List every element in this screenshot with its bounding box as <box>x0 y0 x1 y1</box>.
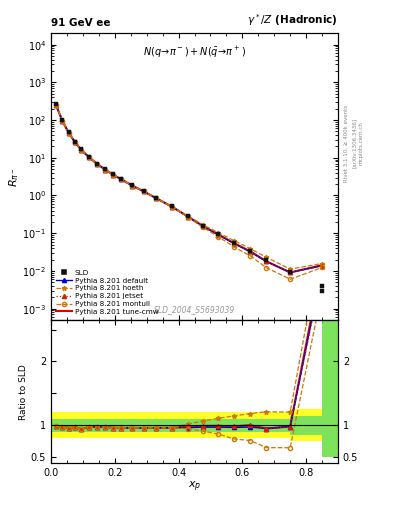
Text: mcplots.cern.ch: mcplots.cern.ch <box>358 121 364 165</box>
Text: $\gamma^*/Z$ (Hadronic): $\gamma^*/Z$ (Hadronic) <box>247 12 338 28</box>
Y-axis label: $R_{\pi^-}$: $R_{\pi^-}$ <box>7 167 21 186</box>
Text: $N(q\!\to\!\pi^-)+N(\bar{q}\!\to\!\pi^+)$: $N(q\!\to\!\pi^-)+N(\bar{q}\!\to\!\pi^+)… <box>143 45 246 60</box>
Text: 91 GeV ee: 91 GeV ee <box>51 18 110 28</box>
Text: SLD_2004_S5693039: SLD_2004_S5693039 <box>154 305 235 314</box>
Y-axis label: Ratio to SLD: Ratio to SLD <box>19 364 28 419</box>
Text: Rivet 3.1.10, ≥ 400k events: Rivet 3.1.10, ≥ 400k events <box>344 105 349 182</box>
Legend: SLD, Pythia 8.201 default, Pythia 8.201 hoeth, Pythia 8.201 jetset, Pythia 8.201: SLD, Pythia 8.201 default, Pythia 8.201 … <box>55 268 160 316</box>
Text: [arXiv:1306.3436]: [arXiv:1306.3436] <box>352 118 357 168</box>
X-axis label: $x_p$: $x_p$ <box>188 480 201 494</box>
